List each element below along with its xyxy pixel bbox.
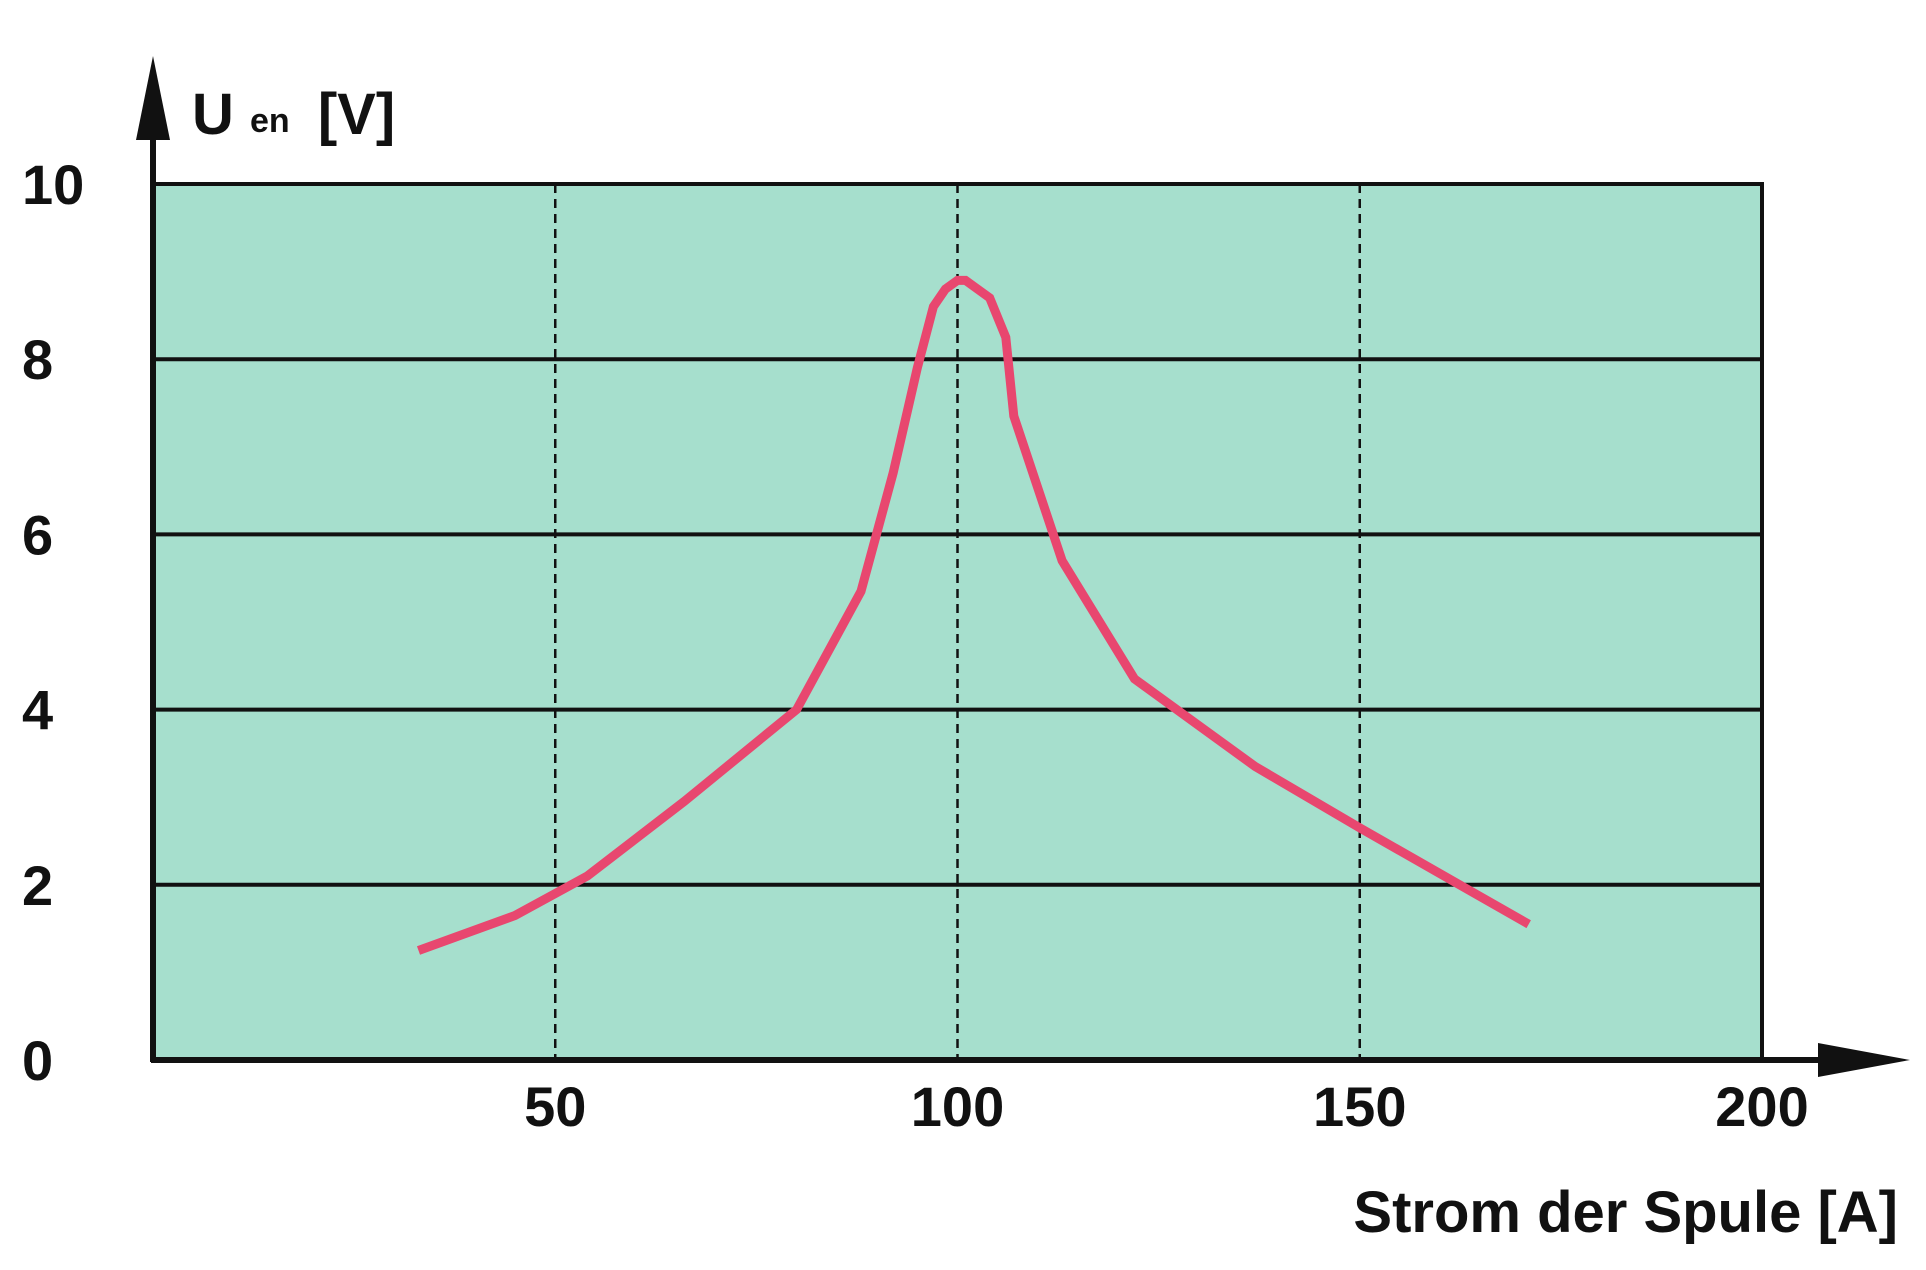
x-tick-labels: 50 100 150 200	[524, 1075, 1809, 1138]
y-axis-title-subscript: en	[250, 102, 290, 140]
x-axis-title: Strom der Spule [A]	[1353, 1180, 1898, 1245]
y-axis-title-main: U	[192, 82, 234, 147]
x-tick-label: 150	[1313, 1075, 1406, 1138]
y-tick-label: 2	[22, 854, 53, 917]
y-tick-labels: 0 2 4 6 8 10	[22, 153, 84, 1092]
y-tick-label: 10	[22, 153, 84, 216]
y-axis-arrow-icon	[136, 56, 170, 140]
y-tick-label: 4	[22, 679, 53, 742]
x-tick-label: 50	[524, 1075, 586, 1138]
y-tick-label: 8	[22, 328, 53, 391]
y-tick-label: 0	[22, 1029, 53, 1092]
x-axis-arrow-icon	[1818, 1043, 1910, 1077]
vertical-gridlines	[554, 184, 1361, 1060]
series-line	[416, 275, 1531, 955]
x-tick-label: 200	[1715, 1075, 1808, 1138]
y-axis-title: U en [V]	[192, 80, 395, 147]
x-tick-label: 100	[911, 1075, 1004, 1138]
y-tick-label: 6	[22, 503, 53, 566]
y-axis-title-unit: [V]	[318, 82, 395, 147]
